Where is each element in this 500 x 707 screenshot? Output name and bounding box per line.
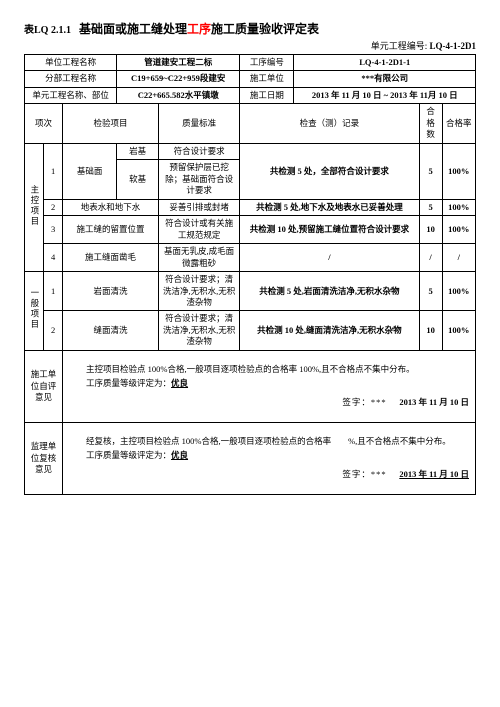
opinion-label: 监理单位复核意见 [25,422,63,494]
opinion-supervise-row: 监理单位复核意见 经复核，主控项目检验点 100%合格,一般项目逐项检验点的合格… [25,422,476,494]
row-g1: 一般项目 1 岩面清洗 符合设计要求；清洗洁净,无积水,无积渣杂物 共检测 5 … [25,272,476,311]
row-m4: 4 施工缝面凿毛 基面无乳皮,成毛面微露粗砂 / / / [25,244,476,272]
opinion-body: 经复核，主控项目检验点 100%合格,一般项目逐项检验点的合格率 %,且不合格点… [63,422,476,494]
row-m2: 2 地表水和地下水 妥善引排或封堵 共检测 5 处,地下水及地表水已妥善处理 5… [25,199,476,215]
unit-number-row: 单元工程编号: LQ-4-1-2D1 [24,39,476,52]
value: 2013 年 11 月 10 日 ~ 2013 年 11月 10 日 [294,87,476,103]
column-header-row: 项次 检验项目 质量标准 检查（测）记录 合格数 合格率 [25,104,476,143]
label: 单位工程名称 [25,55,117,71]
group-main: 主控项目 [25,143,44,271]
label: 工序编号 [240,55,294,71]
col-seq: 项次 [25,104,63,143]
table-number: 表LQ 2.1.1 [24,21,71,36]
group-general: 一般项目 [25,272,44,351]
row-g2: 2 缝面清洗 符合设计要求；清洗洁净,无积水,无积渣杂物 共检测 10 处,缝面… [25,311,476,350]
col-pass-rate: 合格率 [442,104,475,143]
info-row-2: 分部工程名称 C19+659~C22+959段建安 施工单位 ***有限公司 [25,71,476,87]
value: LQ-4-1-2D1-1 [294,55,476,71]
opinion-construct-row: 施工单位自评意见 主控项目检验点 100%合格,一般项目逐项检验点的合格率 10… [25,350,476,422]
opinion-label: 施工单位自评意见 [25,350,63,422]
row-m3: 3 施工缝的留置位置 符合设计或有关施工规范规定 共检测 10 处,预留施工缝位… [25,216,476,244]
label: 施工日期 [240,87,294,103]
info-row-1: 单位工程名称 管道建安工程二标 工序编号 LQ-4-1-2D1-1 [25,55,476,71]
col-record: 检查（测）记录 [240,104,419,143]
col-pass-count: 合格数 [419,104,442,143]
form-title: 基础面或施工缝处理工序施工质量验收评定表 [79,20,319,37]
header-row: 表LQ 2.1.1 基础面或施工缝处理工序施工质量验收评定表 [24,20,476,37]
row-m1a: 主控项目 1 基础面 岩基 符合设计要求 共检测 5 处，全部符合设计要求 5 … [25,143,476,159]
opinion-body: 主控项目检验点 100%合格,一般项目逐项检验点的合格率 100%,且不合格点不… [63,350,476,422]
label: 施工单位 [240,71,294,87]
col-standard: 质量标准 [158,104,239,143]
value: 管道建安工程二标 [117,55,240,71]
label: 分部工程名称 [25,71,117,87]
inspection-table: 单位工程名称 管道建安工程二标 工序编号 LQ-4-1-2D1-1 分部工程名称… [24,54,476,495]
value: C22+665.582水平镇墩 [117,87,240,103]
value: C19+659~C22+959段建安 [117,71,240,87]
col-item: 检验项目 [63,104,159,143]
info-row-3: 单元工程名称、部位 C22+665.582水平镇墩 施工日期 2013 年 11… [25,87,476,103]
value: ***有限公司 [294,71,476,87]
label: 单元工程名称、部位 [25,87,117,103]
